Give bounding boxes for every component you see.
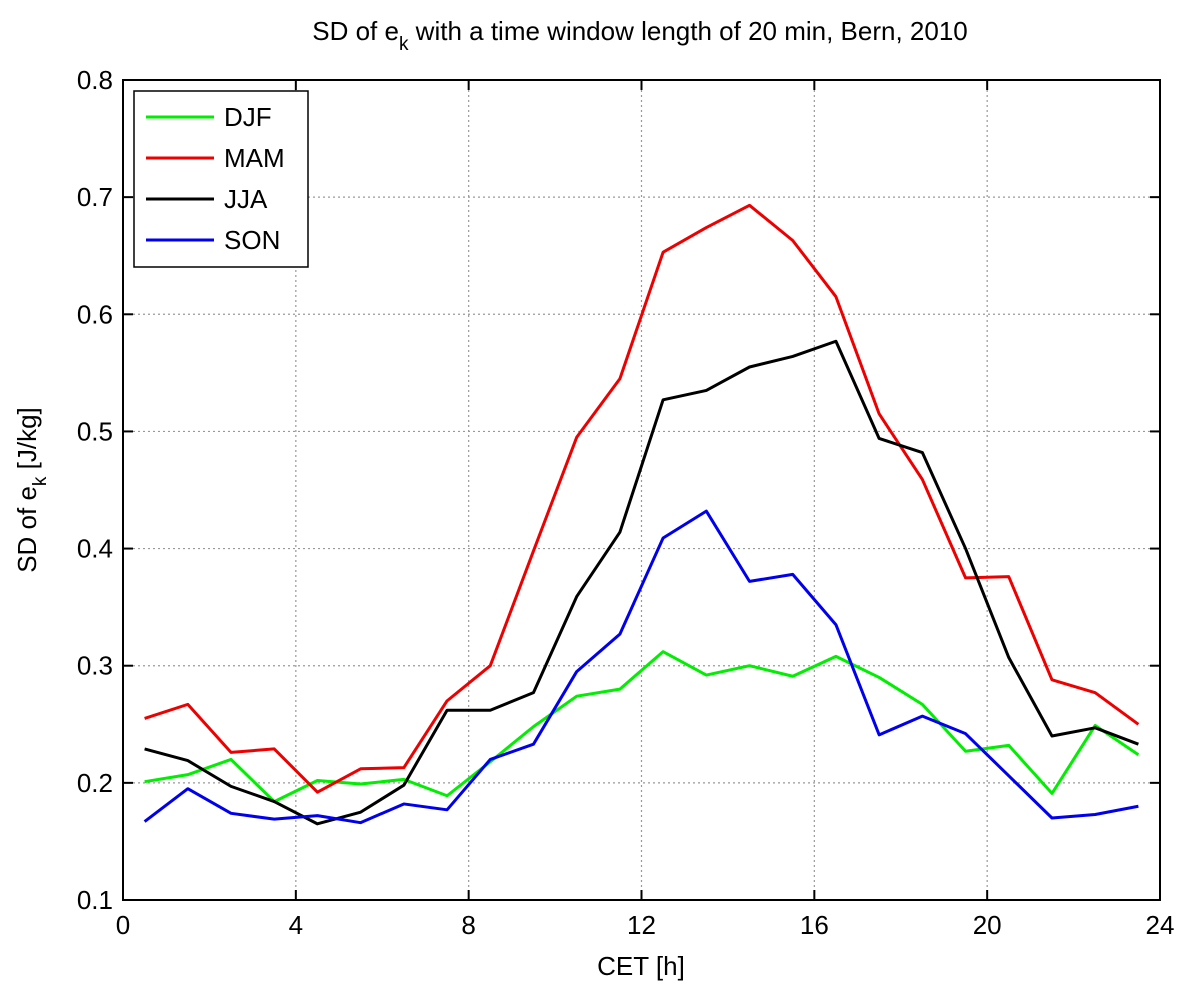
chart-title: SD of ek with a time window length of 20… xyxy=(312,16,968,55)
legend-box xyxy=(133,90,309,268)
x-tick-label: 24 xyxy=(1146,910,1175,940)
y-tick-label: 0.5 xyxy=(77,416,113,446)
legend-label: MAM xyxy=(224,143,285,173)
plot-frame xyxy=(122,79,1161,901)
x-tick-label: 20 xyxy=(973,910,1002,940)
legend: DJF MAM JJA SON xyxy=(133,90,309,268)
series-line xyxy=(144,203,1140,794)
y-tick-label: 0.1 xyxy=(77,885,113,915)
legend-label: JJA xyxy=(224,184,268,214)
y-tick-label: 0.4 xyxy=(77,534,113,564)
series-line xyxy=(144,339,1139,826)
x-tick-label: 16 xyxy=(800,910,829,940)
y-tick-label: 0.8 xyxy=(77,65,113,95)
x-tick-label: 8 xyxy=(461,910,475,940)
legend-label: SON xyxy=(224,225,280,255)
y-tick-label: 0.2 xyxy=(77,768,113,798)
x-tick-label: 0 xyxy=(116,910,130,940)
y-tick-label: 0.3 xyxy=(77,651,113,681)
y-tick-label: 0.7 xyxy=(77,182,113,212)
x-axis-label: CET [h] xyxy=(597,951,685,981)
y-axis-label: SD of ek [J/kg] xyxy=(12,407,51,573)
y-tick-label: 0.6 xyxy=(77,299,113,329)
legend-label: DJF xyxy=(224,102,272,132)
x-tick-label: 4 xyxy=(289,910,303,940)
x-tick-label: 12 xyxy=(627,910,656,940)
series-line xyxy=(143,509,1139,825)
